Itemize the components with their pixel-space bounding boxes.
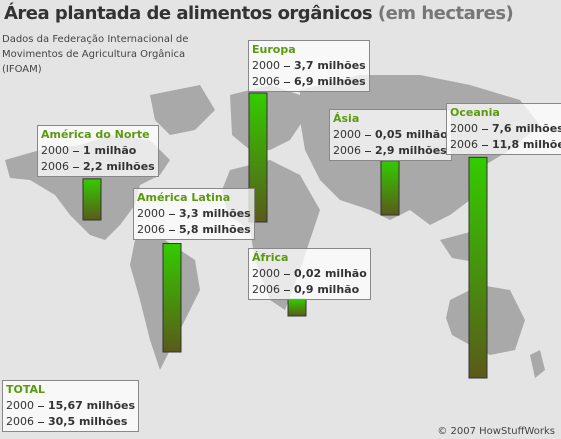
year-label: 2006 [252,75,280,88]
value-label: 11,8 milhões [492,138,561,151]
value-label: 15,67 milhões [48,399,136,412]
separator [169,229,175,231]
total-box: TOTAL 2000 15,67 milhões 2006 30,5 milhões [2,380,140,432]
total-name: TOTAL [6,383,46,396]
bar [162,243,182,353]
value-label: 6,9 milhões [294,75,366,88]
year-label: 2000 [6,399,34,412]
value-label: 0,05 milhão [375,128,448,141]
year-label: 2000 [41,144,69,157]
title-text: Área plantada de alimentos orgânicos [4,3,373,24]
region-box: Ásia 2000 0,05 milhão 2006 2,9 milhões [329,109,452,161]
separator [284,289,290,291]
value-row: 2006 2,2 milhões [41,159,155,175]
value-row: 2006 30,5 milhões [6,414,135,430]
source-line: (IFOAM) [2,64,42,75]
year-label: 2000 [333,128,361,141]
separator [482,144,488,146]
value-row: 2000 3,7 milhões [252,58,366,74]
value-row: 2006 11,8 milhões [450,137,561,153]
separator [38,421,44,423]
region-name: Ásia [333,112,360,125]
region-name: América do Norte [41,128,150,141]
region-box: América do Norte 2000 1 milhão 2006 2,2 milh… [37,125,159,177]
year-label: 2000 [450,122,478,135]
separator [73,166,79,168]
year-label: 2000 [137,207,165,220]
separator [482,128,488,130]
separator [365,134,371,136]
source-line: Movimentos de Agricultura Orgânica [2,49,186,60]
subtitle: (em hectares) [377,3,514,24]
value-label: 30,5 milhões [48,415,128,428]
region-box: América Latina 2000 3,3 milhões 2006 5,8 mil… [133,188,255,240]
separator [38,405,44,407]
separator [284,65,290,67]
region-name: Oceania [450,106,500,119]
region-box: África 2000 0,02 milhão 2006 0,9 milhão [248,248,371,300]
year-label: 2006 [333,144,361,157]
bar [287,298,307,317]
value-label: 3,3 milhões [179,207,251,220]
value-row: 2006 6,9 milhões [252,74,366,90]
value-label: 0,02 milhão [294,267,367,280]
year-label: 2006 [137,223,165,236]
bar [468,156,488,379]
value-label: 5,8 milhões [179,223,251,236]
source-line: Dados da Federação Internacional de [2,34,189,45]
value-row: 2000 0,05 milhão [333,127,448,143]
value-label: 2,9 milhões [375,144,447,157]
year-label: 2000 [252,59,280,72]
year-label: 2006 [450,138,478,151]
title: Área plantada de alimentos orgânicos (em… [4,3,514,24]
value-row: 2006 5,8 milhões [137,222,251,238]
separator [73,150,79,152]
value-label: 1 milhão [83,144,137,157]
value-row: 2006 0,9 milhão [252,282,367,298]
value-label: 7,6 milhões [492,122,561,135]
value-row: 2000 0,02 milhão [252,266,367,282]
value-label: 3,7 milhões [294,59,366,72]
bar [82,178,102,221]
bar [380,160,400,216]
value-label: 0,9 milhão [294,283,360,296]
value-row: 2000 15,67 milhões [6,398,135,414]
source: Dados da Federação Internacional de Movim… [2,32,188,77]
region-name: África [252,251,289,264]
value-row: 2000 3,3 milhões [137,206,251,222]
year-label: 2006 [41,160,69,173]
value-row: 2000 1 milhão [41,143,155,159]
region-name: América Latina [137,191,231,204]
year-label: 2006 [6,415,34,428]
separator [169,213,175,215]
region-name: Europa [252,43,296,56]
year-label: 2000 [252,267,280,280]
value-row: 2000 7,6 milhões [450,121,561,137]
region-box: Oceania 2000 7,6 milhões 2006 11,8 milhões [446,103,561,155]
region-box: Europa 2000 3,7 milhões 2006 6,9 milhões [248,40,370,92]
separator [284,81,290,83]
separator [284,273,290,275]
credit: © 2007 HowStuffWorks [437,426,555,437]
year-label: 2006 [252,283,280,296]
value-label: 2,2 milhões [83,160,155,173]
separator [365,150,371,152]
value-row: 2006 2,9 milhões [333,143,448,159]
